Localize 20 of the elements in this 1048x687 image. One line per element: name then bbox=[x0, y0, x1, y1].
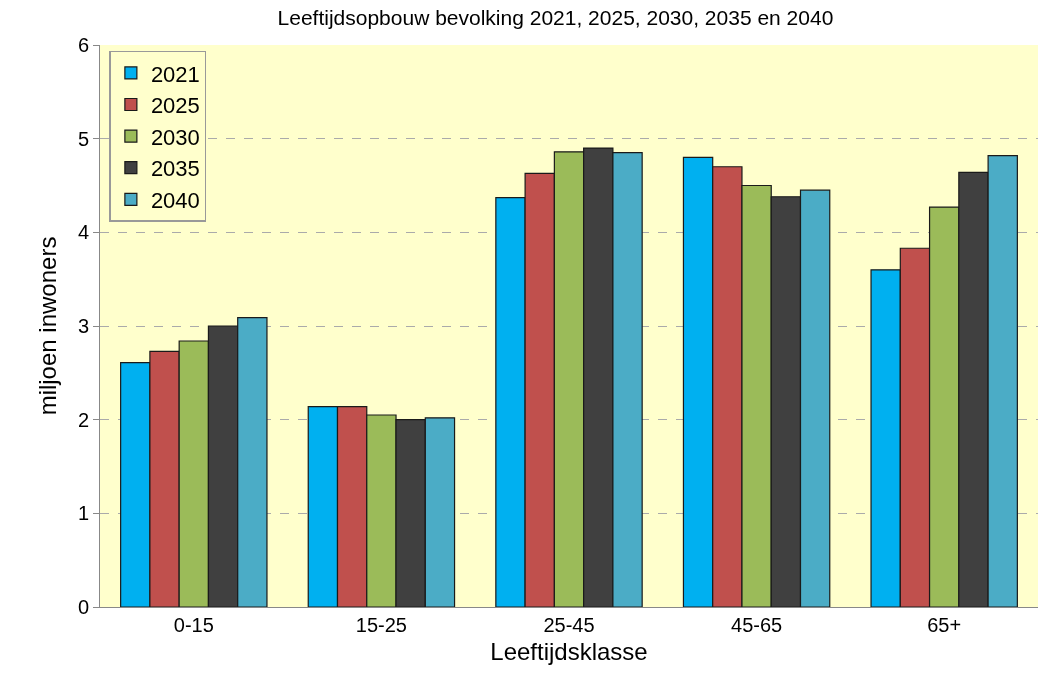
y-tick-label: 4 bbox=[77, 221, 89, 244]
y-tick-label: 2 bbox=[77, 408, 89, 431]
legend-label: 2030 bbox=[150, 124, 200, 150]
chart-title: Leeftijdsopbouw bevolking 2021, 2025, 2030, 2035 en 2040 bbox=[277, 6, 834, 30]
y-tick-label: 0 bbox=[77, 596, 89, 618]
y-tick-label: 5 bbox=[77, 127, 89, 150]
x-tick-label: 25-45 bbox=[543, 614, 595, 636]
x-tick-label: 45-65 bbox=[731, 614, 783, 636]
x-axis-title: Leeftijdsklasse bbox=[490, 638, 648, 666]
x-tick-label: 65+ bbox=[927, 614, 962, 636]
y-axis-title: miljoen inwoners bbox=[33, 236, 61, 416]
legend-label: 2040 bbox=[150, 187, 200, 213]
x-tick-label: 0-15 bbox=[173, 614, 214, 636]
y-tick-label: 3 bbox=[77, 315, 89, 337]
legend-label: 2021 bbox=[150, 61, 200, 87]
x-tick-label: 15-25 bbox=[355, 614, 407, 636]
y-tick-label: 1 bbox=[77, 502, 89, 525]
legend-label: 2035 bbox=[150, 156, 200, 182]
legend-label: 2025 bbox=[150, 93, 200, 119]
y-tick-label: 6 bbox=[77, 34, 89, 56]
